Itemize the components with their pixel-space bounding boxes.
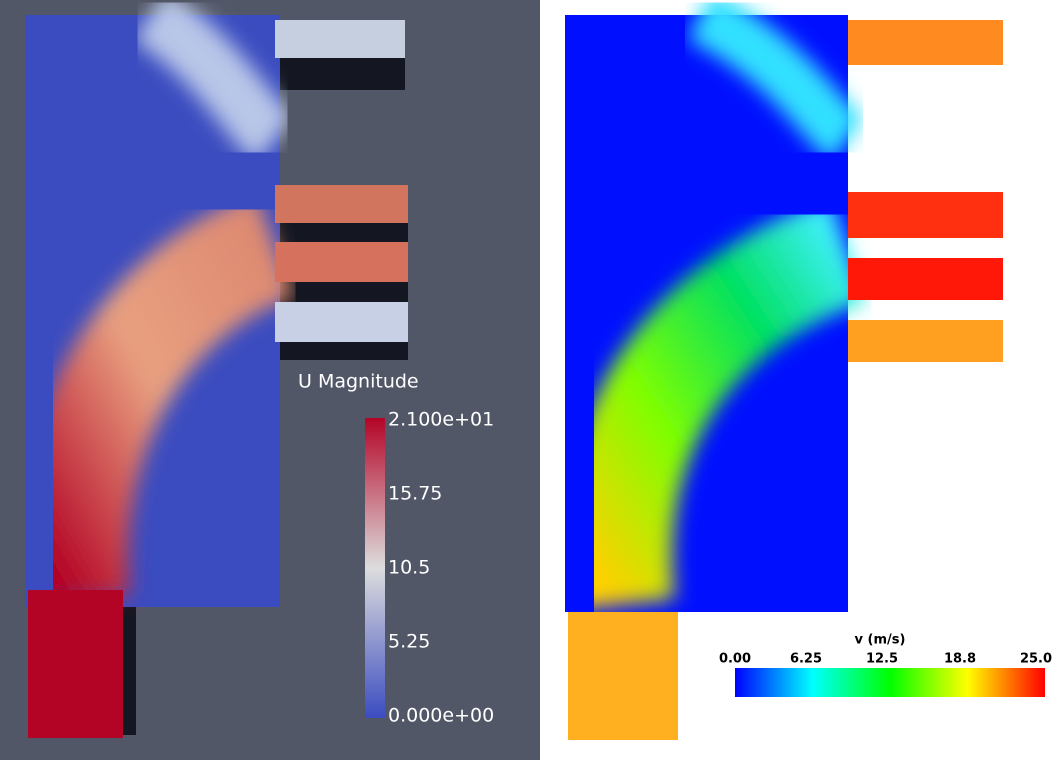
outlet xyxy=(848,20,1003,65)
outlet xyxy=(848,192,1003,238)
outlet xyxy=(275,242,408,282)
legend-tick-label: 0.000e+00 xyxy=(388,705,494,727)
outlet xyxy=(848,258,1003,300)
legend-tick-label: 6.25 xyxy=(790,652,822,667)
legend-tick-label: 25.0 xyxy=(1020,652,1052,667)
colorbar xyxy=(365,418,385,718)
legend-tick-label: 12.5 xyxy=(866,652,898,667)
outlet xyxy=(275,302,408,342)
legend-title: U Magnitude xyxy=(298,371,419,393)
legend-tick-label: 0.00 xyxy=(719,652,751,667)
legend-title: v (m/s) xyxy=(855,633,906,648)
right-panel: v (m/s) 0.00 6.25 12.5 18.8 25.0 xyxy=(565,15,1052,740)
outlet xyxy=(275,20,405,58)
legend-tick-label: 15.75 xyxy=(388,483,442,505)
legend-tick-label: 5.25 xyxy=(388,631,430,653)
legend-tick-label: 18.8 xyxy=(944,652,976,667)
scene: U Magnitude 2.100e+01 15.75 10.5 5.25 0.… xyxy=(0,0,1058,760)
legend-tick-label: 2.100e+01 xyxy=(388,409,494,431)
legend-tick-label: 10.5 xyxy=(388,557,430,579)
inlet xyxy=(28,590,123,738)
left-panel: U Magnitude 2.100e+01 15.75 10.5 5.25 0.… xyxy=(0,0,540,760)
shadow xyxy=(275,282,408,304)
outlet xyxy=(848,320,1003,362)
colorbar xyxy=(735,668,1045,697)
outlet xyxy=(275,185,408,223)
shadow xyxy=(275,340,408,360)
inlet xyxy=(568,612,678,740)
shadow xyxy=(275,55,405,90)
